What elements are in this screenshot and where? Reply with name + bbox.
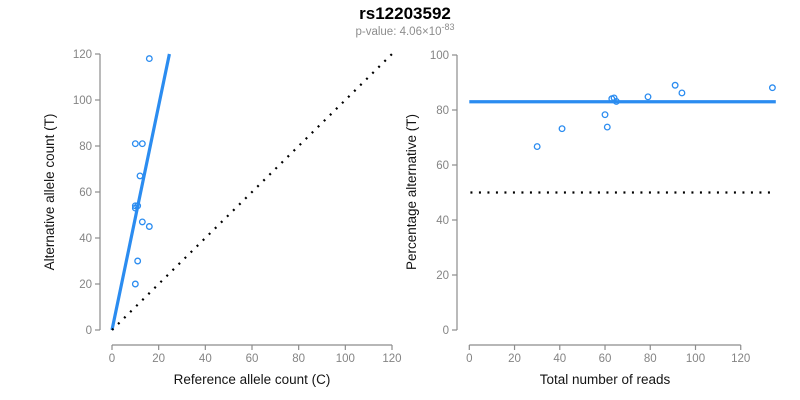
regression-line <box>110 53 171 331</box>
y-tick-label: 40 <box>436 215 449 227</box>
y-axis-title: Alternative allele count (T) <box>42 114 57 271</box>
x-axis-title: Reference allele count (C) <box>174 372 331 387</box>
identity-line <box>111 53 393 331</box>
data-point <box>145 223 153 230</box>
data-point <box>678 89 686 97</box>
y-tick-label: 0 <box>86 325 92 337</box>
y-tick-label: 80 <box>79 141 92 153</box>
y-tick-label: 20 <box>79 279 92 291</box>
data-point <box>601 111 609 119</box>
data-point <box>131 280 139 288</box>
data-point <box>138 218 146 226</box>
x-tick-label: 40 <box>199 353 212 365</box>
x-tick-label: 60 <box>246 353 259 365</box>
x-tick-label: 60 <box>599 353 612 365</box>
data-point <box>131 140 139 148</box>
data-point <box>603 123 611 131</box>
data-point <box>138 140 146 148</box>
y-tick-label: 0 <box>443 325 449 337</box>
data-point <box>134 257 142 265</box>
data-point <box>671 81 679 89</box>
y-axis-title: Percentage alternative (T) <box>404 114 419 270</box>
x-tick-label: 80 <box>644 353 657 365</box>
right-scatter-panel: 0 20 40 60 80 100 120 0 20 40 60 80 100 Total number … <box>404 50 776 387</box>
left-scatter-panel: 0 20 40 60 80 100 120 0 20 40 60 80 100 120 Reference … <box>42 49 402 387</box>
data-point <box>533 143 541 151</box>
y-tick-label: 60 <box>436 160 449 172</box>
chart-subtitle: p-value: 4.06×10-83 <box>355 22 454 38</box>
x-tick-label: 20 <box>152 353 165 365</box>
y-tick-label: 40 <box>79 233 92 245</box>
data-point <box>131 202 139 210</box>
chart-title: rs12203592 <box>359 4 451 23</box>
x-tick-label: 80 <box>292 353 305 365</box>
p-value-text: p-value: 4.06×10 <box>355 26 441 38</box>
x-tick-label: 120 <box>382 353 401 365</box>
y-tick-label: 80 <box>436 105 449 117</box>
p-value-exponent: -83 <box>441 22 454 32</box>
data-point <box>136 172 144 180</box>
x-tick-label: 120 <box>731 353 750 365</box>
data-point <box>134 202 142 210</box>
data-point <box>768 84 776 92</box>
x-tick-label: 0 <box>109 353 115 365</box>
data-point <box>558 125 566 133</box>
x-tick-label: 20 <box>508 353 521 365</box>
data-point <box>145 55 153 63</box>
data-point <box>612 98 620 105</box>
data-point <box>644 93 652 101</box>
y-tick-label: 120 <box>73 49 92 61</box>
y-tick-label: 100 <box>430 50 449 62</box>
y-tick-label: 60 <box>79 187 92 199</box>
x-tick-label: 40 <box>553 353 566 365</box>
x-tick-label: 0 <box>466 353 472 365</box>
y-tick-label: 100 <box>73 95 92 107</box>
x-tick-label: 100 <box>336 353 355 365</box>
x-tick-label: 100 <box>686 353 705 365</box>
y-tick-label: 20 <box>436 270 449 282</box>
x-axis-title: Total number of reads <box>540 372 671 387</box>
